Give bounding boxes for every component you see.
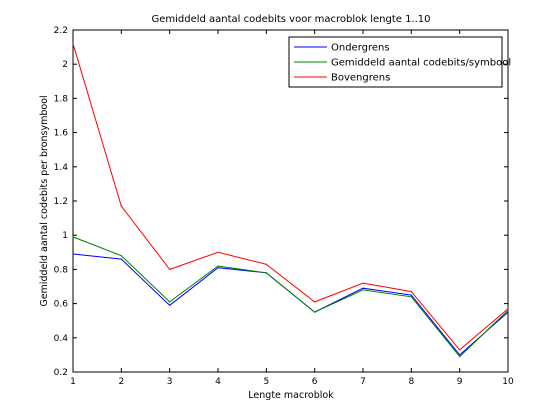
data-point	[120, 258, 122, 260]
data-point	[362, 289, 364, 291]
data-point	[169, 301, 171, 303]
y-tick-label: 2.2	[54, 26, 68, 36]
data-point	[314, 311, 316, 313]
data-point	[72, 253, 74, 255]
x-tick-label: 9	[457, 377, 463, 387]
series-line-2	[72, 236, 509, 358]
data-point	[265, 272, 267, 274]
y-tick-label: 0.8	[54, 265, 69, 275]
y-tick-label: 0.2	[54, 368, 68, 378]
data-point	[459, 356, 461, 358]
data-point	[362, 287, 364, 289]
y-tick-label: 2	[62, 60, 68, 70]
x-tick-label: 1	[70, 377, 76, 387]
x-tick-label: 10	[502, 377, 514, 387]
x-tick-label: 2	[118, 377, 124, 387]
x-tick-label: 5	[263, 377, 269, 387]
x-tick-label: 7	[360, 377, 366, 387]
data-point	[410, 291, 412, 293]
data-point	[120, 205, 122, 207]
legend-label-2: Gemiddeld aantal codebits/symbool	[331, 58, 511, 69]
legend-label-3: Bovengrens	[331, 73, 390, 84]
series-lines	[72, 43, 509, 358]
data-point	[265, 263, 267, 265]
data-point	[410, 296, 412, 298]
x-tick-label: 6	[312, 377, 318, 387]
data-point	[72, 43, 74, 45]
x-tick-label: 8	[408, 377, 414, 387]
chart-title: Gemiddeld aantal codebits voor macroblok…	[151, 14, 430, 25]
x-tick-label: 3	[167, 377, 173, 387]
data-point	[217, 251, 219, 253]
data-point	[507, 311, 509, 313]
data-point	[120, 255, 122, 257]
data-point	[169, 268, 171, 270]
x-tick-label: 4	[215, 377, 221, 387]
y-tick-label: 1.2	[54, 197, 68, 207]
data-point	[459, 349, 461, 351]
data-point	[217, 267, 219, 269]
y-tick-label: 0.4	[54, 334, 69, 344]
data-point	[507, 308, 509, 310]
y-tick-label: 1.8	[54, 94, 69, 104]
axis-ticks: 1 2 3 4 5 6 7 8 9 10 0.2 0.4 0.6 0.8 1 1.2 1.4 1.6 1.8 2 2.2	[54, 26, 514, 387]
y-tick-label: 1.6	[54, 129, 69, 139]
y-tick-label: 1.4	[54, 163, 69, 173]
x-axis-label: Lengte macroblok	[248, 390, 334, 401]
y-tick-label: 1	[62, 231, 68, 241]
data-point	[410, 294, 412, 296]
legend: Ondergrens Gemiddeld aantal codebits/symb…	[288, 36, 511, 88]
data-point	[217, 265, 219, 267]
data-point	[72, 236, 74, 238]
data-point	[362, 282, 364, 284]
y-tick-label: 0.6	[54, 300, 69, 310]
data-point	[459, 354, 461, 356]
legend-entries: Ondergrens Gemiddeld aantal codebits/symb…	[294, 43, 511, 84]
y-axis-label: Gemiddeld aantal codebits per bronsymboo…	[39, 95, 50, 306]
data-point	[169, 304, 171, 306]
series-line-3	[72, 43, 509, 351]
legend-label-1: Ondergrens	[331, 43, 390, 54]
data-point	[507, 309, 509, 312]
data-point	[314, 301, 316, 303]
